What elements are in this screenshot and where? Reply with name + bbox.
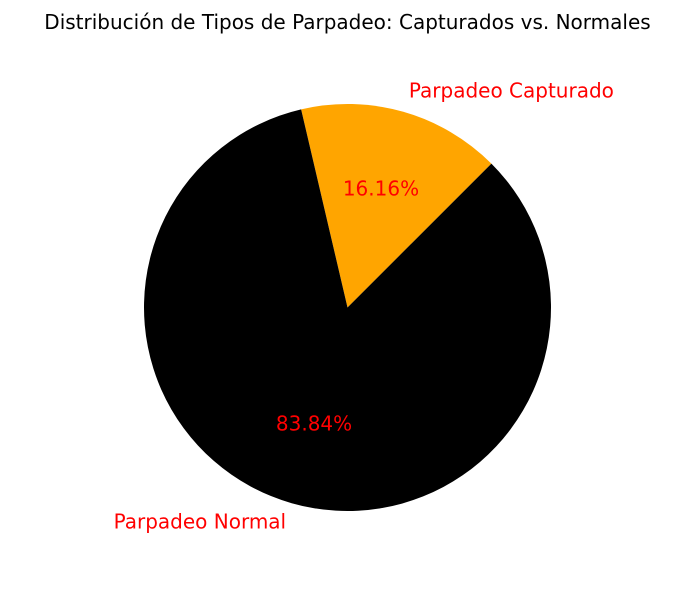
chart-title: Distribución de Tipos de Parpadeo: Captu… [44,10,650,34]
pie-slice-parpadeo-normal [143,109,552,511]
pie-slice-parpadeo-capturado [301,103,492,308]
slice-label-parpadeo-capturado: Parpadeo Capturado [409,79,614,103]
pie-labels: Parpadeo Capturado 16.16% Parpadeo Normal 8… [114,79,614,534]
slice-percent-parpadeo-capturado: 16.16% [343,177,419,201]
slice-percent-parpadeo-normal: 83.84% [276,411,352,435]
pie-slices [143,103,552,511]
slice-label-parpadeo-normal: Parpadeo Normal [114,509,287,533]
